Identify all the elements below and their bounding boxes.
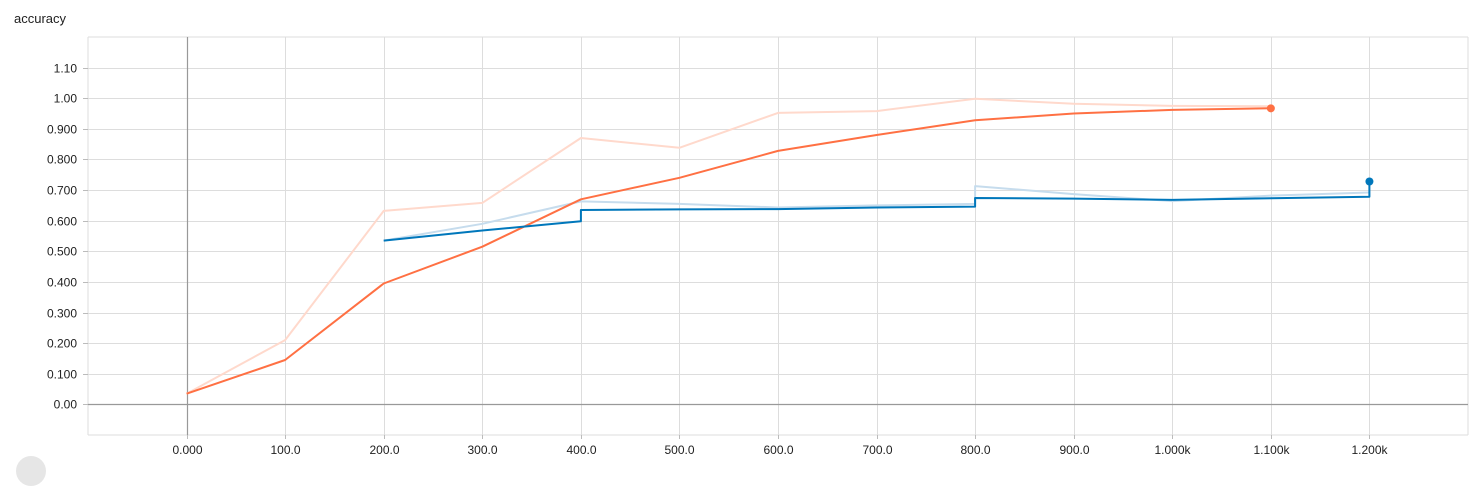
y-tick-label: 0.800 [47, 153, 77, 167]
x-tick-label: 800.0 [960, 443, 990, 457]
series-2-smoothed-line [383, 181, 1371, 242]
x-tick-label: 100.0 [270, 443, 300, 457]
x-tick-label: 1.100k [1253, 443, 1290, 457]
y-tick-label: 0.400 [47, 276, 77, 290]
x-tick-label: 600.0 [763, 443, 793, 457]
y-tick-label: 0.700 [47, 184, 77, 198]
y-tick-label: 0.300 [47, 307, 77, 321]
series-1-raw-line [186, 97, 1271, 395]
chart-title: accuracy [14, 11, 67, 26]
y-tick-label: 1.00 [54, 92, 78, 106]
x-tick-label: 200.0 [369, 443, 399, 457]
series-2-end-marker [1365, 177, 1374, 186]
y-tick-label: 0.200 [47, 337, 77, 351]
accuracy-chart: 0.000 100.0 200.0 300.0 400.0 500.0 600.0 700.0… [47, 36, 1469, 457]
y-tick-label: 0.100 [47, 368, 77, 382]
y-tick-label: 0.00 [54, 398, 78, 412]
series-1-smoothed-line [186, 107, 1271, 395]
x-tick-label: 1.000k [1154, 443, 1191, 457]
fit-domain-button[interactable] [16, 456, 46, 486]
x-tick-label: 900.0 [1059, 443, 1089, 457]
series-1-end-marker [1266, 104, 1275, 113]
x-tick-label: 300.0 [467, 443, 497, 457]
x-tick-label: 1.200k [1351, 443, 1388, 457]
x-tick-label: 500.0 [664, 443, 694, 457]
y-tick-label: 1.10 [54, 62, 78, 76]
x-tick-label: 400.0 [566, 443, 596, 457]
series-2-raw-line [383, 185, 1370, 242]
y-tick-label: 0.900 [47, 123, 77, 137]
y-tick-label: 0.600 [47, 215, 77, 229]
x-tick-label: 0.000 [172, 443, 202, 457]
y-tick-label: 0.500 [47, 245, 77, 259]
x-tick-label: 700.0 [862, 443, 892, 457]
